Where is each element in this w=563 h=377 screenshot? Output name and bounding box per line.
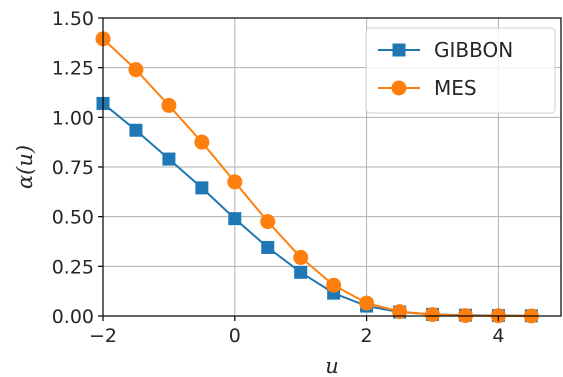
legend-label: GIBBON: [434, 38, 513, 62]
y-tick-label: 0.75: [52, 157, 94, 179]
data-point: [162, 152, 176, 166]
y-tick-label: 1.00: [52, 107, 94, 129]
data-point: [228, 212, 242, 226]
legend-label: MES: [434, 76, 477, 100]
data-point: [293, 249, 309, 265]
y-tick-label: 0.25: [52, 256, 94, 278]
data-point: [128, 62, 144, 78]
data-point: [294, 265, 308, 279]
y-tick-label: 1.50: [52, 8, 94, 30]
data-point: [195, 181, 209, 195]
data-point: [424, 307, 440, 323]
data-point: [227, 174, 243, 190]
data-point: [260, 214, 276, 230]
x-tick-label: −2: [89, 325, 117, 347]
y-tick-label: 0.00: [52, 306, 94, 328]
data-point: [261, 240, 275, 254]
data-point: [392, 304, 408, 320]
y-axis-label: α(u): [13, 145, 37, 189]
y-tick-label: 0.50: [52, 207, 94, 229]
series-line: [102, 102, 532, 317]
data-point: [161, 97, 177, 113]
x-tick-label: 2: [361, 325, 373, 347]
data-point: [129, 123, 143, 137]
x-tick-label: 4: [492, 325, 504, 347]
legend-marker: [392, 43, 406, 57]
series-gibbon: [96, 96, 538, 323]
ticks: −2 0 2 4 0.00 0.25 0.50 0.75 1.00 1.25 1.50: [52, 8, 505, 347]
x-axis-label: u: [325, 354, 339, 377]
legend-marker: [391, 80, 407, 96]
legend-item-gibbon: GIBBON: [378, 38, 513, 62]
y-tick-label: 1.25: [52, 58, 94, 80]
legend-item-mes: MES: [378, 76, 477, 100]
series-layer: [95, 31, 539, 324]
data-point: [326, 277, 342, 293]
data-point: [359, 295, 375, 311]
legend: GIBBON MES: [365, 27, 556, 114]
data-point: [194, 134, 210, 150]
x-tick-label: 0: [229, 325, 241, 347]
